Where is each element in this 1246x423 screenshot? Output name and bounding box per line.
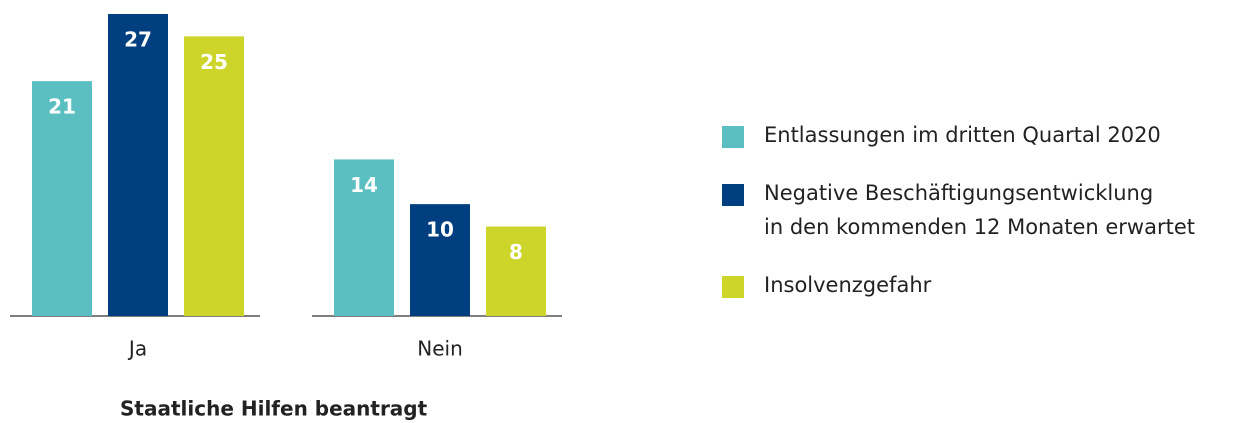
bar [486, 226, 546, 316]
bar [32, 81, 92, 316]
legend-label: Negative Beschäftigungsentwicklung in de… [764, 181, 1195, 239]
legend-label: Insolvenzgefahr [764, 273, 932, 297]
legend-swatch [722, 126, 744, 148]
chart: Staatliche Hilfen beantragt 21 27 25 Ja 14 10… [10, 14, 562, 421]
legend-label: Entlassungen im dritten Quartal 2020 [764, 123, 1161, 147]
value-label: 27 [124, 28, 152, 52]
bar [184, 36, 244, 317]
bar [410, 204, 470, 316]
legend-item: Insolvenzgefahr [722, 272, 1195, 302]
value-label: 8 [509, 240, 523, 264]
value-label: 10 [426, 218, 454, 242]
legend-swatch [722, 276, 744, 298]
x-tick-label: Nein [417, 337, 463, 361]
bar [108, 14, 168, 316]
value-label: 25 [200, 50, 228, 74]
legend-item: Negative Beschäftigungsentwicklung in de… [722, 180, 1195, 244]
x-tick-label: Ja [127, 337, 147, 361]
value-label: 21 [48, 95, 76, 119]
legend: Entlassungen im dritten Quartal 2020 Nega… [722, 122, 1195, 330]
legend-item: Entlassungen im dritten Quartal 2020 [722, 122, 1195, 152]
value-label: 14 [350, 173, 378, 197]
bar [334, 159, 394, 316]
x-axis-title: Staatliche Hilfen beantragt [120, 397, 428, 421]
legend-swatch [722, 184, 744, 206]
